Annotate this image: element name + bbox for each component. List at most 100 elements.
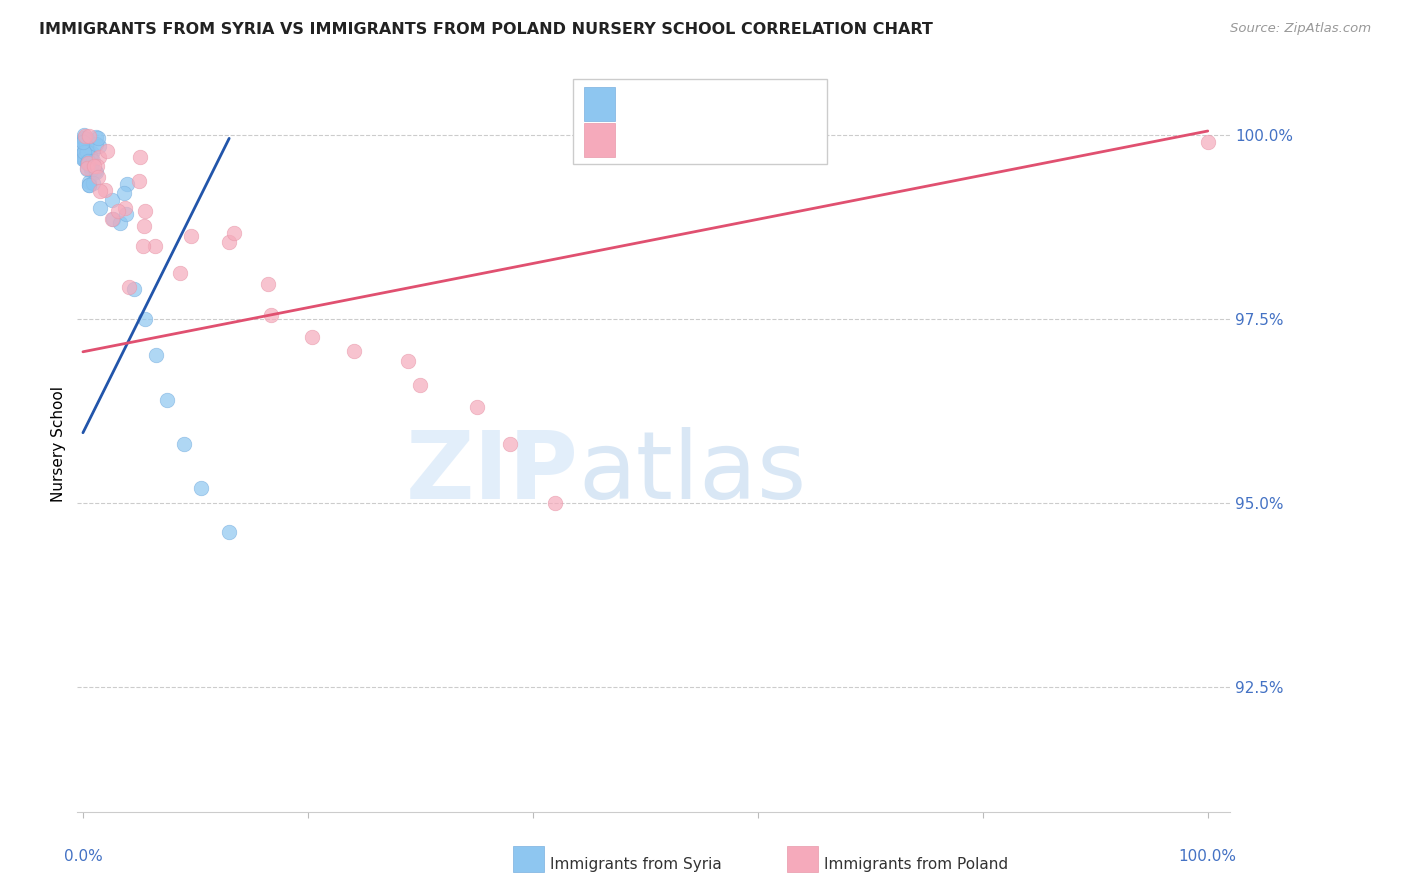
Point bbox=[73, 128, 96, 142]
Point bbox=[79, 151, 101, 165]
Point bbox=[73, 132, 96, 146]
Point bbox=[145, 349, 167, 363]
Point bbox=[77, 151, 100, 165]
Point bbox=[73, 145, 96, 159]
Point bbox=[73, 134, 96, 148]
Point bbox=[75, 153, 97, 168]
Point bbox=[218, 235, 240, 249]
Point bbox=[73, 131, 96, 145]
Point bbox=[83, 159, 105, 173]
Text: 100.0%: 100.0% bbox=[1178, 848, 1237, 863]
Text: Source: ZipAtlas.com: Source: ZipAtlas.com bbox=[1230, 22, 1371, 36]
Point bbox=[83, 163, 105, 178]
Text: 61: 61 bbox=[787, 95, 811, 112]
Point bbox=[93, 183, 115, 197]
Point bbox=[101, 211, 124, 226]
Point bbox=[145, 239, 167, 253]
Point bbox=[72, 144, 94, 158]
Point bbox=[89, 184, 111, 198]
Point bbox=[169, 267, 191, 281]
Point bbox=[118, 280, 141, 294]
Point bbox=[75, 128, 97, 143]
Point bbox=[75, 145, 97, 159]
Point bbox=[80, 146, 103, 161]
Point bbox=[107, 203, 129, 218]
Point bbox=[76, 155, 98, 169]
Text: 0.379: 0.379 bbox=[672, 95, 727, 112]
Point bbox=[76, 135, 98, 149]
Point bbox=[87, 170, 110, 185]
Text: R =: R = bbox=[630, 95, 666, 112]
Point bbox=[76, 153, 98, 168]
Text: N =: N = bbox=[728, 95, 778, 112]
Point bbox=[218, 525, 240, 540]
Point bbox=[89, 201, 111, 215]
Point bbox=[110, 216, 132, 230]
Point bbox=[77, 178, 100, 193]
Point bbox=[76, 145, 98, 160]
Point bbox=[396, 354, 419, 368]
Y-axis label: Nursery School: Nursery School bbox=[51, 385, 66, 502]
Text: Immigrants from Poland: Immigrants from Poland bbox=[824, 857, 1008, 871]
Point bbox=[173, 437, 195, 451]
Text: Immigrants from Syria: Immigrants from Syria bbox=[550, 857, 721, 871]
Point bbox=[87, 139, 110, 153]
Text: ZIP: ZIP bbox=[406, 427, 579, 519]
Point bbox=[134, 311, 156, 326]
Point bbox=[76, 132, 98, 146]
Point bbox=[156, 392, 179, 407]
Point bbox=[75, 148, 97, 162]
Point bbox=[128, 174, 150, 188]
Point bbox=[79, 178, 101, 193]
Text: IMMIGRANTS FROM SYRIA VS IMMIGRANTS FROM POLAND NURSERY SCHOOL CORRELATION CHART: IMMIGRANTS FROM SYRIA VS IMMIGRANTS FROM… bbox=[39, 22, 934, 37]
Point bbox=[101, 212, 124, 227]
Text: 0.0%: 0.0% bbox=[63, 848, 103, 863]
Text: N =: N = bbox=[728, 131, 778, 149]
Point bbox=[87, 130, 110, 145]
Point bbox=[115, 206, 138, 220]
Point bbox=[76, 148, 98, 162]
Point bbox=[73, 134, 96, 148]
Point bbox=[86, 159, 108, 173]
Point bbox=[84, 165, 107, 179]
Point bbox=[132, 239, 155, 253]
Point bbox=[80, 161, 103, 175]
Point bbox=[128, 150, 150, 164]
Point bbox=[115, 178, 138, 192]
Point bbox=[301, 330, 323, 344]
Point bbox=[73, 152, 96, 166]
Text: R =: R = bbox=[630, 131, 666, 149]
Point bbox=[72, 135, 94, 149]
Point bbox=[77, 129, 100, 144]
Point bbox=[409, 378, 432, 392]
Point bbox=[122, 282, 145, 296]
Point bbox=[80, 162, 103, 177]
Point bbox=[499, 437, 522, 451]
Point bbox=[77, 145, 100, 159]
Point bbox=[82, 154, 104, 169]
Point bbox=[96, 144, 118, 158]
Point bbox=[180, 229, 202, 244]
Point bbox=[73, 133, 96, 147]
Point bbox=[76, 145, 98, 159]
Point bbox=[224, 226, 246, 240]
Point bbox=[76, 156, 98, 170]
Point bbox=[1197, 135, 1219, 149]
Point bbox=[73, 145, 96, 159]
Point bbox=[76, 161, 98, 175]
Point bbox=[465, 400, 488, 414]
Point bbox=[80, 150, 103, 164]
Point bbox=[134, 204, 156, 219]
Point bbox=[75, 138, 97, 153]
Point bbox=[73, 153, 96, 167]
Point bbox=[72, 152, 94, 166]
Point bbox=[134, 219, 156, 234]
Point bbox=[112, 186, 135, 201]
Point bbox=[114, 201, 136, 215]
Point bbox=[72, 135, 94, 149]
Point bbox=[87, 150, 110, 164]
Point bbox=[86, 129, 108, 144]
Point bbox=[260, 308, 283, 322]
Point bbox=[342, 343, 364, 358]
Text: atlas: atlas bbox=[579, 427, 807, 519]
